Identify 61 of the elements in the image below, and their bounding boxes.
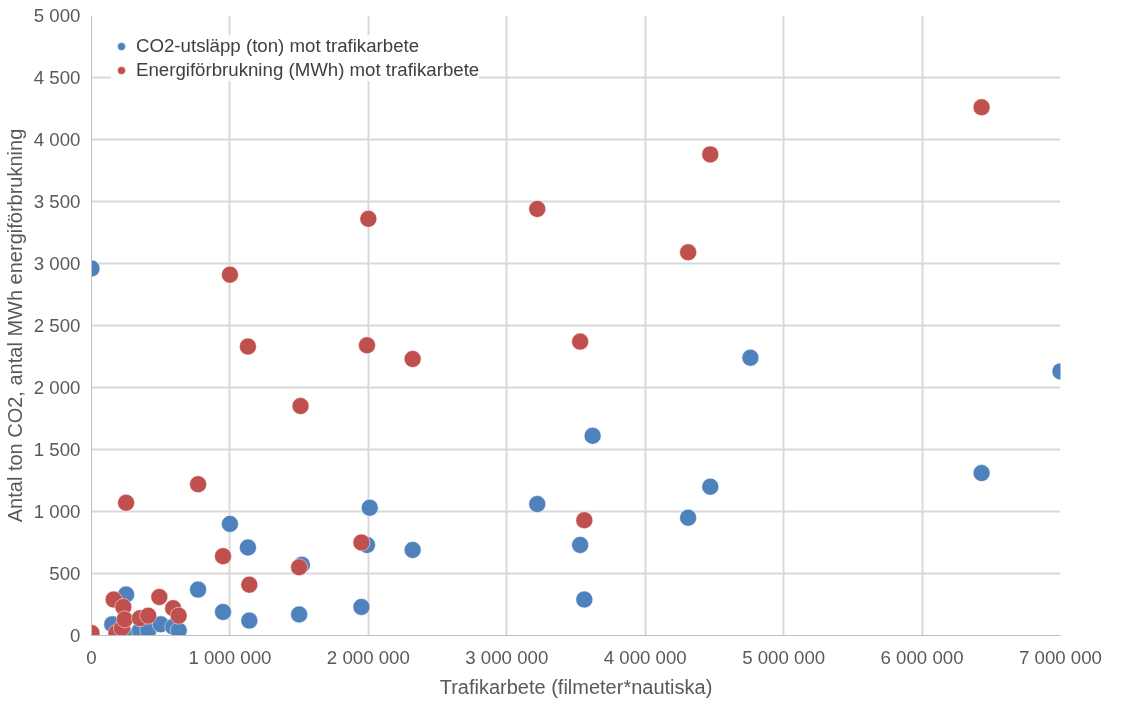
y-tick-label: 0	[70, 625, 81, 646]
point	[352, 533, 371, 552]
x-tick-label: 4 000 000	[603, 646, 687, 668]
point	[701, 145, 720, 164]
legend-label: CO2-utsläpp (ton) mot trafikarbete	[136, 35, 420, 57]
x-axis-title: Trafikarbete (filmeter*nautiska)	[439, 675, 713, 698]
x-tick-label: 2 000 000	[326, 646, 410, 668]
point	[741, 349, 760, 367]
point	[290, 605, 308, 624]
y-tick-label: 1 500	[33, 439, 81, 460]
y-axis-title: Antal ton CO2, antal MWh energiförbrukning	[3, 128, 26, 523]
point	[169, 606, 188, 625]
point	[239, 337, 257, 356]
y-tick-label: 3 500	[33, 191, 81, 212]
point	[403, 350, 422, 368]
point	[571, 332, 589, 351]
x-tick-label: 7 000 000	[1019, 646, 1102, 668]
y-tick-label: 3 000	[33, 253, 81, 274]
point	[221, 515, 239, 533]
point	[221, 265, 239, 284]
point	[117, 494, 135, 512]
point	[189, 475, 207, 493]
point	[679, 508, 697, 527]
point	[240, 611, 259, 630]
point	[352, 598, 371, 616]
y-tick-label: 4 500	[33, 67, 81, 88]
point	[214, 547, 232, 565]
point	[291, 397, 310, 415]
point	[571, 536, 589, 554]
y-tick-label: 2 000	[33, 377, 81, 398]
point	[358, 336, 376, 355]
point	[239, 538, 257, 557]
point	[139, 606, 158, 625]
y-tick-label: 2 500	[33, 315, 81, 336]
point	[575, 511, 594, 529]
y-tick-label: 5 000	[33, 5, 81, 26]
point	[359, 210, 378, 228]
point	[214, 603, 232, 621]
point	[528, 200, 546, 218]
point	[528, 495, 546, 513]
y-tick-label: 1 000	[33, 501, 81, 522]
point	[679, 243, 697, 262]
point	[240, 575, 259, 594]
point	[360, 499, 379, 517]
legend-label: Energiförbrukning (MWh) mot trafikarbete	[136, 59, 480, 81]
point	[972, 464, 991, 482]
y-tick-label: 500	[49, 563, 81, 584]
y-tick-label: 4 000	[33, 129, 81, 150]
x-tick-label: 5 000 000	[742, 646, 826, 668]
point	[701, 477, 720, 496]
point	[972, 98, 991, 116]
point	[189, 580, 207, 599]
x-tick-label: 6 000 000	[880, 646, 964, 668]
point	[150, 588, 169, 606]
point	[583, 427, 602, 445]
x-tick-label: 1 000 000	[188, 646, 272, 668]
x-tick-label: 3 000 000	[465, 646, 549, 668]
point	[403, 541, 422, 559]
point	[115, 610, 134, 629]
x-tick-label: 0	[86, 646, 97, 668]
point	[575, 590, 594, 609]
